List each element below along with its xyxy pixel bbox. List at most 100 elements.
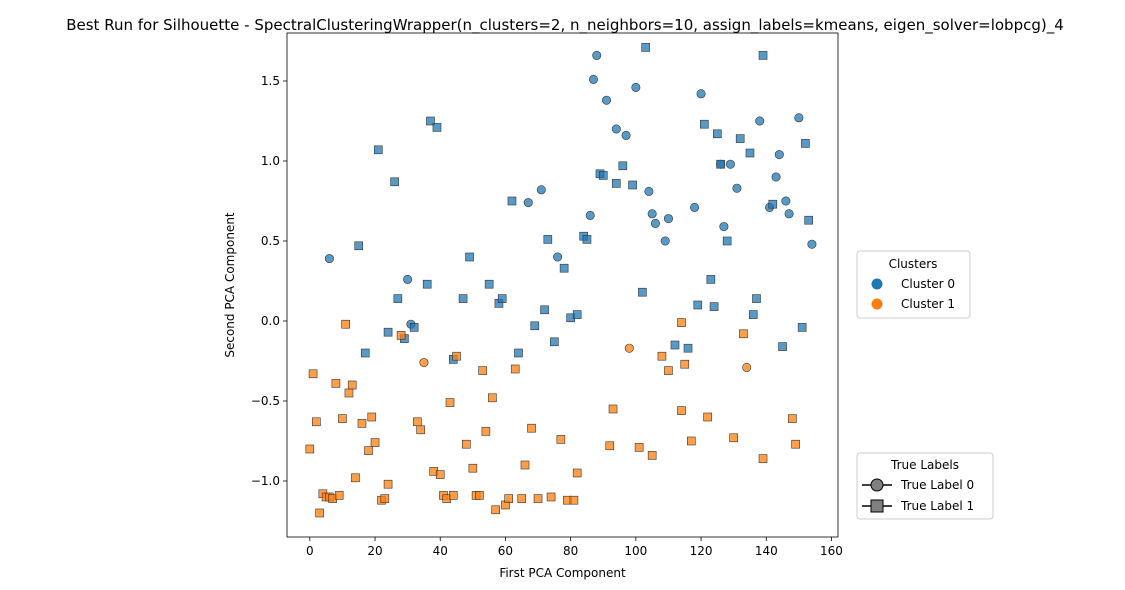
point-cluster-1-true-label-1 (370, 438, 380, 447)
point-cluster-0-true-label-1 (572, 310, 582, 319)
y-tick-label: 1.0 (261, 154, 280, 168)
point-cluster-1-true-label-1 (510, 364, 520, 374)
point-cluster-0-true-label-0 (644, 186, 654, 196)
point-cluster-0-true-label-0 (663, 214, 673, 224)
point-cluster-1-true-label-1 (445, 398, 455, 407)
legend-true-labels-box (856, 452, 994, 520)
point-cluster-0-true-label-1 (540, 305, 549, 315)
point-cluster-1-true-label-1 (729, 433, 738, 443)
x-tick-label: 120 (690, 544, 713, 558)
point-cluster-1-true-label-1 (703, 412, 712, 422)
point-cluster-1-true-label-1 (435, 470, 445, 479)
point-cluster-1-true-label-0 (624, 343, 634, 353)
point-cluster-1-true-label-1 (452, 351, 461, 361)
point-cluster-0-true-label-0 (592, 50, 602, 60)
point-cluster-0-true-label-0 (324, 254, 334, 264)
point-cluster-0-true-label-1 (618, 161, 628, 171)
point-cluster-0-true-label-0 (403, 274, 413, 284)
point-cluster-0-true-label-1 (426, 116, 435, 126)
point-cluster-0-true-label-1 (683, 343, 693, 353)
point-cluster-1-true-label-1 (468, 463, 478, 473)
point-cluster-1-true-label-1 (481, 427, 491, 436)
point-cluster-0-true-label-1 (706, 275, 716, 284)
point-cluster-1-true-label-1 (569, 495, 579, 505)
point-cluster-1-true-label-1 (380, 494, 390, 503)
point-cluster-0-true-label-1 (422, 279, 432, 289)
point-cluster-0-true-label-1 (458, 294, 468, 303)
point-cluster-1-true-label-0 (419, 358, 429, 368)
point-cluster-0-true-label-1 (693, 300, 703, 310)
x-tick-label: 100 (624, 544, 647, 558)
point-cluster-0-true-label-1 (465, 252, 474, 262)
point-cluster-1-true-label-1 (347, 380, 357, 390)
point-cluster-1-true-label-1 (308, 369, 318, 379)
point-cluster-1-true-label-1 (677, 318, 686, 327)
point-cluster-1-true-label-1 (605, 441, 615, 451)
legend-true-label-1-marker (870, 499, 884, 513)
point-cluster-0-true-label-0 (719, 222, 729, 232)
point-cluster-0-true-label-0 (690, 202, 700, 212)
point-cluster-1-true-label-1 (572, 468, 582, 478)
point-cluster-1-true-label-1 (367, 412, 377, 422)
points-layer (305, 43, 817, 518)
point-cluster-0-true-label-0 (553, 252, 563, 262)
point-cluster-1-true-label-1 (338, 414, 347, 423)
point-cluster-0-true-label-1 (778, 342, 787, 351)
point-cluster-0-true-label-0 (774, 150, 784, 160)
point-cluster-1-true-label-1 (341, 319, 350, 329)
point-cluster-0-true-label-1 (354, 241, 364, 251)
point-cluster-0-true-label-1 (745, 148, 755, 158)
point-cluster-1-true-label-1 (527, 423, 536, 433)
point-cluster-0-true-label-0 (732, 183, 742, 193)
point-cluster-1-true-label-1 (315, 508, 324, 518)
chart-title: Best Run for Silhouette - SpectralCluste… (66, 16, 1064, 35)
point-cluster-1-true-label-1 (647, 451, 657, 460)
point-cluster-0-true-label-1 (514, 348, 523, 358)
point-cluster-1-true-label-1 (478, 366, 487, 375)
x-tick-label: 20 (367, 544, 382, 558)
point-cluster-0-true-label-1 (530, 321, 540, 331)
point-cluster-0-true-label-0 (621, 130, 631, 140)
point-cluster-0-true-label-0 (611, 124, 621, 134)
point-cluster-0-true-label-1 (797, 323, 807, 332)
y-axis-label: Second PCA Component (223, 212, 237, 358)
point-cluster-1-true-label-1 (520, 460, 530, 470)
x-tick-label: 140 (755, 544, 778, 558)
x-tick-label: 80 (563, 544, 578, 558)
point-cluster-1-true-label-1 (556, 435, 566, 444)
point-cluster-0-true-label-0 (585, 210, 595, 220)
point-cluster-0-true-label-1 (393, 294, 403, 303)
point-cluster-1-true-label-1 (546, 492, 556, 502)
point-cluster-1-true-label-1 (608, 404, 618, 414)
x-tick-label: 60 (498, 544, 513, 558)
point-cluster-0-true-label-1 (409, 323, 419, 332)
point-cluster-1-true-label-1 (331, 379, 341, 388)
legend-cluster-1-marker (871, 298, 883, 310)
point-cluster-1-true-label-1 (664, 366, 673, 375)
point-cluster-1-true-label-1 (758, 454, 768, 463)
point-cluster-0-true-label-0 (781, 196, 791, 206)
point-cluster-1-true-label-1 (448, 491, 458, 500)
point-cluster-1-true-label-1 (462, 439, 471, 449)
legend-true-label-1-text: True Label 1 (900, 499, 974, 513)
point-cluster-0-true-label-1 (550, 337, 559, 347)
legend-clusters-title: Clusters (889, 257, 938, 271)
point-cluster-1-true-label-1 (657, 351, 667, 361)
point-cluster-0-true-label-1 (713, 129, 722, 139)
x-tick-label: 160 (820, 544, 843, 558)
point-cluster-0-true-label-1 (801, 139, 810, 148)
point-cluster-0-true-label-0 (647, 209, 657, 219)
point-cluster-0-true-label-0 (588, 74, 598, 84)
point-cluster-1-true-label-1 (680, 359, 690, 369)
point-cluster-0-true-label-0 (631, 82, 641, 92)
point-cluster-0-true-label-0 (650, 218, 660, 228)
point-cluster-0-true-label-1 (768, 199, 778, 209)
point-cluster-0-true-label-0 (602, 95, 612, 105)
point-cluster-0-true-label-1 (716, 159, 725, 169)
y-tick-label: −0.5 (251, 394, 280, 408)
x-axis-label: First PCA Component (499, 566, 626, 580)
point-cluster-0-true-label-0 (794, 113, 804, 123)
point-cluster-0-true-label-1 (804, 215, 813, 225)
point-cluster-0-true-label-1 (722, 236, 732, 246)
